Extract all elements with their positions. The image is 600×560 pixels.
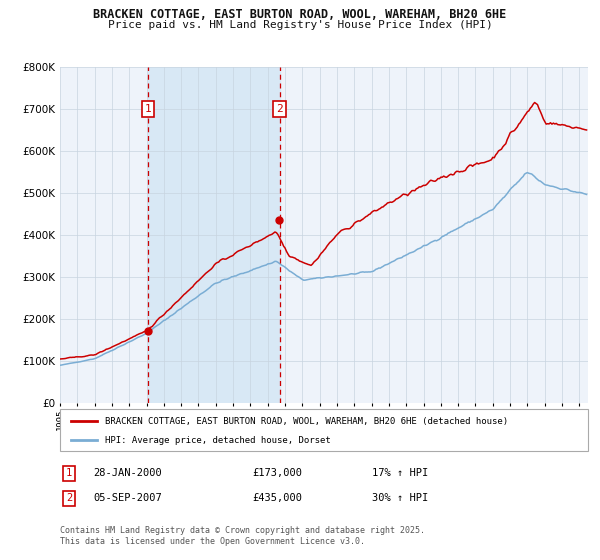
Text: Price paid vs. HM Land Registry's House Price Index (HPI): Price paid vs. HM Land Registry's House … <box>107 20 493 30</box>
Text: £435,000: £435,000 <box>252 493 302 503</box>
Text: BRACKEN COTTAGE, EAST BURTON ROAD, WOOL, WAREHAM, BH20 6HE (detached house): BRACKEN COTTAGE, EAST BURTON ROAD, WOOL,… <box>105 417 508 426</box>
Text: HPI: Average price, detached house, Dorset: HPI: Average price, detached house, Dors… <box>105 436 331 445</box>
Text: BRACKEN COTTAGE, EAST BURTON ROAD, WOOL, WAREHAM, BH20 6HE: BRACKEN COTTAGE, EAST BURTON ROAD, WOOL,… <box>94 8 506 21</box>
FancyBboxPatch shape <box>60 409 588 451</box>
Text: 17% ↑ HPI: 17% ↑ HPI <box>372 468 428 478</box>
Text: £173,000: £173,000 <box>252 468 302 478</box>
Text: 2: 2 <box>66 493 72 503</box>
Text: 30% ↑ HPI: 30% ↑ HPI <box>372 493 428 503</box>
Text: 1: 1 <box>66 468 72 478</box>
Text: 05-SEP-2007: 05-SEP-2007 <box>93 493 162 503</box>
Text: 2: 2 <box>276 104 283 114</box>
Text: 1: 1 <box>145 104 151 114</box>
Text: Contains HM Land Registry data © Crown copyright and database right 2025.
This d: Contains HM Land Registry data © Crown c… <box>60 526 425 546</box>
Bar <box>148 67 280 403</box>
Text: 28-JAN-2000: 28-JAN-2000 <box>93 468 162 478</box>
